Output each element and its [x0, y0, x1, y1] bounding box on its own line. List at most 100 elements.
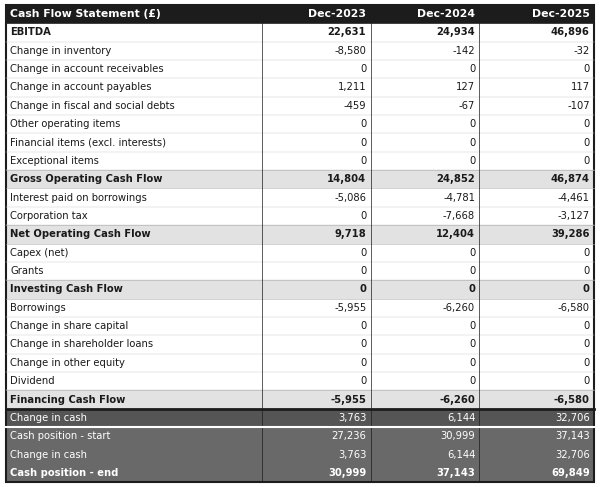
Bar [6, 188, 594, 207]
Text: Dec-2024: Dec-2024 [417, 9, 475, 19]
Text: -5,955: -5,955 [334, 303, 367, 313]
Text: 37,143: 37,143 [436, 468, 475, 478]
Text: 6,144: 6,144 [447, 413, 475, 423]
Text: 9,718: 9,718 [335, 229, 367, 239]
Text: 3,763: 3,763 [338, 450, 367, 460]
Bar [6, 335, 594, 354]
Text: Corporation tax: Corporation tax [10, 211, 88, 221]
Text: 6,144: 6,144 [447, 450, 475, 460]
Bar [6, 225, 594, 244]
Bar [6, 354, 594, 372]
Text: Dec-2025: Dec-2025 [532, 9, 590, 19]
Text: 0: 0 [584, 248, 590, 258]
Text: Change in account payables: Change in account payables [10, 82, 152, 93]
Text: Cash position - end: Cash position - end [10, 468, 119, 478]
Bar [6, 60, 594, 78]
Text: 0: 0 [360, 339, 367, 350]
Text: Change in other equity: Change in other equity [10, 358, 125, 368]
Text: -67: -67 [459, 101, 475, 111]
Text: 0: 0 [360, 156, 367, 166]
Text: Dec-2023: Dec-2023 [308, 9, 367, 19]
Text: -107: -107 [567, 101, 590, 111]
Bar [6, 78, 594, 96]
Text: 0: 0 [469, 266, 475, 276]
Text: 0: 0 [360, 321, 367, 331]
Text: 0: 0 [469, 376, 475, 386]
Text: 37,143: 37,143 [555, 431, 590, 441]
Bar [6, 23, 594, 41]
Text: 0: 0 [360, 358, 367, 368]
Text: 0: 0 [469, 137, 475, 148]
Bar [6, 299, 594, 317]
Text: Change in account receivables: Change in account receivables [10, 64, 164, 74]
Text: 32,706: 32,706 [555, 413, 590, 423]
Text: 0: 0 [584, 119, 590, 129]
Text: EBITDA: EBITDA [10, 27, 51, 37]
Bar [6, 133, 594, 152]
Text: Change in fiscal and social debts: Change in fiscal and social debts [10, 101, 175, 111]
Text: Capex (net): Capex (net) [10, 248, 68, 258]
Text: 0: 0 [469, 321, 475, 331]
Text: 24,934: 24,934 [436, 27, 475, 37]
Text: Financial items (excl. interests): Financial items (excl. interests) [10, 137, 166, 148]
Text: 0: 0 [360, 376, 367, 386]
Text: Change in cash: Change in cash [10, 450, 87, 460]
Text: 0: 0 [584, 266, 590, 276]
Text: -6,260: -6,260 [443, 303, 475, 313]
Text: 0: 0 [584, 64, 590, 74]
Bar [6, 464, 594, 482]
Text: Change in cash: Change in cash [10, 413, 87, 423]
Text: 0: 0 [469, 119, 475, 129]
Text: 0: 0 [360, 266, 367, 276]
Bar [6, 244, 594, 262]
Text: 0: 0 [584, 137, 590, 148]
Text: 0: 0 [584, 339, 590, 350]
Text: 1,211: 1,211 [338, 82, 367, 93]
Bar [6, 409, 594, 427]
Text: Other operating items: Other operating items [10, 119, 121, 129]
Text: 0: 0 [469, 64, 475, 74]
Text: 0: 0 [468, 284, 475, 294]
Text: -4,781: -4,781 [443, 193, 475, 203]
Text: 0: 0 [359, 284, 367, 294]
Text: 30,999: 30,999 [328, 468, 367, 478]
Bar [6, 207, 594, 225]
Text: 22,631: 22,631 [328, 27, 367, 37]
Text: 0: 0 [360, 248, 367, 258]
Text: -6,580: -6,580 [554, 394, 590, 405]
Text: 0: 0 [469, 156, 475, 166]
Text: -6,260: -6,260 [439, 394, 475, 405]
Text: Gross Operating Cash Flow: Gross Operating Cash Flow [10, 174, 163, 184]
Text: 0: 0 [360, 211, 367, 221]
Text: 69,849: 69,849 [551, 468, 590, 478]
Bar [6, 96, 594, 115]
Text: Cash position - start: Cash position - start [10, 431, 110, 441]
Bar [6, 5, 594, 23]
Text: -6,580: -6,580 [558, 303, 590, 313]
Text: 14,804: 14,804 [327, 174, 367, 184]
Text: 117: 117 [571, 82, 590, 93]
Text: 46,874: 46,874 [551, 174, 590, 184]
Text: 30,999: 30,999 [440, 431, 475, 441]
Text: Net Operating Cash Flow: Net Operating Cash Flow [10, 229, 151, 239]
Text: 0: 0 [469, 358, 475, 368]
Bar [6, 152, 594, 170]
Text: 0: 0 [584, 376, 590, 386]
Text: 0: 0 [469, 248, 475, 258]
Text: 39,286: 39,286 [551, 229, 590, 239]
Text: Grants: Grants [10, 266, 44, 276]
Text: 0: 0 [360, 137, 367, 148]
Text: Borrowings: Borrowings [10, 303, 66, 313]
Text: 0: 0 [583, 284, 590, 294]
Text: 32,706: 32,706 [555, 450, 590, 460]
Bar [6, 427, 594, 446]
Bar [6, 372, 594, 391]
Text: -142: -142 [452, 46, 475, 56]
Text: -459: -459 [344, 101, 367, 111]
Text: 3,763: 3,763 [338, 413, 367, 423]
Text: -7,668: -7,668 [443, 211, 475, 221]
Text: 0: 0 [584, 321, 590, 331]
Text: Exceptional items: Exceptional items [10, 156, 99, 166]
Bar [6, 280, 594, 299]
Bar [6, 170, 594, 188]
